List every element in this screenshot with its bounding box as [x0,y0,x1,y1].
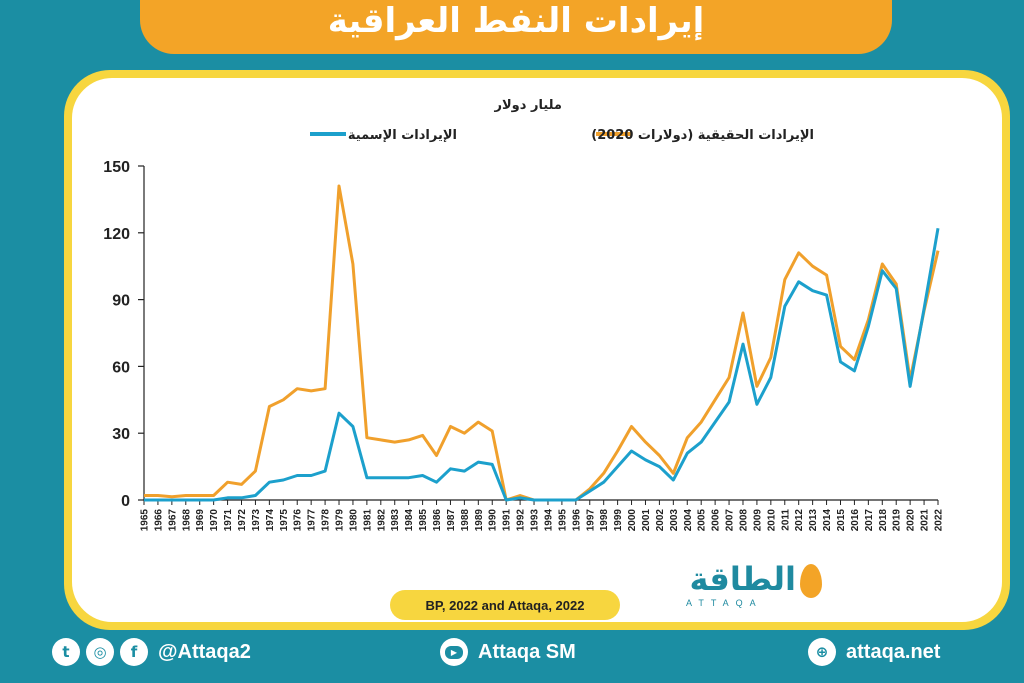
y-tick-label: 120 [103,226,130,243]
x-tick-label: 1985 [418,509,429,532]
page-title: إيرادات النفط العراقية [327,1,705,41]
x-tick-label: 2014 [822,509,833,532]
series-layer [144,184,940,502]
x-tick-label: 2000 [627,509,638,532]
x-tick-label: 2017 [864,509,875,532]
y-tick-label: 0 [121,493,130,510]
x-tick-label: 2021 [920,509,931,532]
x-tick-label: 1994 [543,509,554,532]
y-tick-label: 150 [103,159,130,176]
x-tick-label: 1991 [502,509,513,532]
x-tick-label: 1977 [307,509,318,532]
x-tick-label: 1992 [516,509,527,532]
title-banner: إيرادات النفط العراقية [140,0,892,54]
x-tick-label: 1981 [362,509,373,532]
x-tick-label: 1965 [140,509,151,532]
x-tick-label: 1969 [195,509,206,532]
x-tick-label: 1968 [181,509,192,532]
youtube-icon[interactable]: ▶ [440,638,468,666]
y-tick-label: 90 [112,293,130,310]
website-link[interactable]: attaqa.net [846,640,941,663]
x-tick-label: 2006 [711,509,722,532]
x-tick-label: 1982 [376,509,387,532]
x-tick-label: 2008 [738,509,749,532]
x-tick-label: 1997 [585,509,596,532]
x-tick-label: 1971 [223,509,234,532]
x-tick-label: 2009 [752,509,763,532]
x-tick-label: 1974 [265,509,276,532]
x-tick-label: 2019 [892,509,903,532]
chart-panel: مليار دولار الإيرادات الحقيقية (دولارات … [72,78,1002,622]
social-group-right: ⊕ attaqa.net [808,638,940,666]
x-tick-label: 1995 [557,509,568,532]
x-tick-label: 2012 [794,509,805,532]
x-tick-label: 1979 [335,509,346,532]
x-tick-label: 1976 [293,509,304,532]
x-tick-label: 2004 [683,509,694,532]
legend-label: الإيرادات الإسمية [348,128,457,143]
x-tick-label: 2016 [850,509,861,532]
series-line-nominal [144,228,940,502]
source-tag: BP, 2022 and Attaqa, 2022 [390,590,620,620]
social-group-left: t ◎ f @Attaqa2 [52,638,251,666]
logo-subtext: ATTAQA [686,598,763,608]
x-tick-label: 1967 [167,509,178,532]
attaqa-logo: الطاقة ATTAQA [678,558,828,614]
y-tick-label: 30 [112,426,130,443]
globe-icon[interactable]: ⊕ [808,638,836,666]
logo-text: الطاقة [689,560,796,598]
x-tick-label: 2018 [878,509,889,532]
youtube-handle[interactable]: Attaqa SM [478,640,576,663]
x-tick-label: 1975 [279,509,290,532]
x-tick-label: 2005 [697,509,708,532]
x-tick-label: 1993 [530,509,541,532]
x-tick-label: 1980 [348,509,359,532]
line-chart: مليار دولار الإيرادات الحقيقية (دولارات … [103,98,944,531]
x-tick-label: 1972 [237,509,248,532]
logo-drop-icon [800,564,822,598]
x-tick-label: 1998 [599,509,610,532]
unit-label: مليار دولار [494,98,562,113]
legend-label: الإيرادات الحقيقية (دولارات 2020) [591,128,814,143]
x-tick-label: 2020 [906,509,917,532]
x-tick-label: 1996 [571,509,582,532]
x-tick-label: 2013 [808,509,819,532]
x-tick-label: 1978 [321,509,332,532]
x-tick-label: 2015 [836,509,847,532]
x-tick-label: 1999 [613,509,624,532]
x-tick-label: 1966 [153,509,164,532]
x-tick-label: 1987 [446,509,457,532]
x-tick-label: 2007 [725,509,736,532]
x-tick-label: 1986 [432,509,443,532]
x-tick-label: 1984 [404,509,415,532]
social-group-center: ▶ Attaqa SM [440,638,576,666]
x-tick-label: 1970 [209,509,220,532]
facebook-icon[interactable]: f [120,638,148,666]
series-line-real [144,184,940,502]
twitter-handle[interactable]: @Attaqa2 [158,640,251,663]
legend: الإيرادات الحقيقية (دولارات 2020) الإيراد… [310,128,814,143]
source-text: BP, 2022 and Attaqa, 2022 [425,597,585,613]
x-tick-label: 1988 [460,509,471,532]
x-tick-label: 1989 [474,509,485,532]
x-tick-label: 2001 [641,509,652,532]
x-tick-label: 2011 [780,509,791,531]
y-tick-label: 60 [112,359,130,376]
x-tick-label: 2010 [766,509,777,532]
x-tick-label: 1973 [251,509,262,532]
x-tick-label: 2002 [655,509,666,532]
x-tick-label: 2003 [669,509,680,532]
x-tick-label: 2022 [934,509,945,532]
x-tick-label: 1983 [390,509,401,532]
x-tick-label: 1990 [488,509,499,532]
twitter-icon[interactable]: t [52,638,80,666]
instagram-icon[interactable]: ◎ [86,638,114,666]
